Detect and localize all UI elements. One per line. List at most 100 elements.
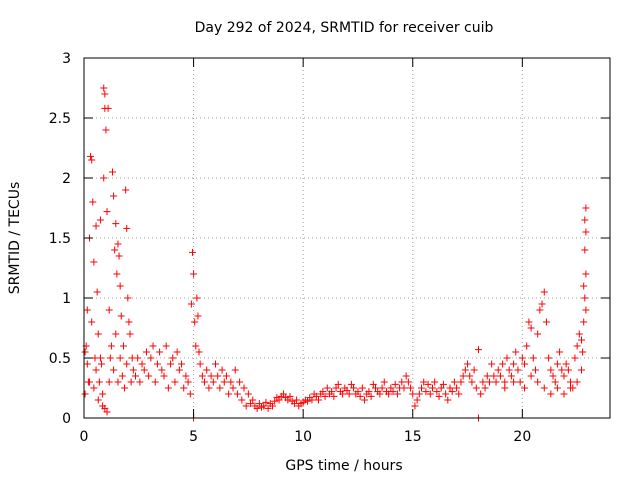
data-point [108,168,116,176]
data-point [101,90,109,98]
data-point [114,240,122,248]
data-point [268,402,276,410]
data-point [118,372,126,380]
data-point [470,366,478,374]
data-point [521,384,529,392]
data-point [164,384,172,392]
data-point [492,378,500,386]
data-point [83,306,91,314]
data-point [90,258,98,266]
data-point [358,384,366,392]
data-point [564,366,572,374]
data-point [160,372,168,380]
data-point [134,354,142,362]
data-point [411,402,419,410]
data-point [575,330,583,338]
data-point [96,354,104,362]
data-point [435,392,443,400]
data-point [244,390,252,398]
x-tick-label: 5 [189,429,198,445]
data-point [123,224,131,232]
data-point [510,360,518,368]
data-point [194,312,202,320]
data-point [376,390,384,398]
data-point [186,390,194,398]
data-point [105,378,113,386]
data-point [345,390,353,398]
data-point [404,378,412,386]
data-point [98,360,106,368]
data-point [88,156,96,164]
data-point [391,380,399,388]
data-point [428,384,436,392]
data-point [81,348,89,356]
data-point [138,360,146,368]
data-point [567,378,575,386]
data-point [488,360,496,368]
x-axis-label: GPS time / hours [285,458,402,474]
data-point [562,360,570,368]
data-point [494,366,502,374]
data-point [175,366,183,374]
data-point [178,360,186,368]
data-point [151,378,159,386]
data-point [501,384,509,392]
data-point [193,294,201,302]
data-point [94,396,102,404]
data-point [472,384,480,392]
data-point [464,360,472,368]
data-point [290,400,298,408]
data-point [85,378,93,386]
data-point [191,318,199,326]
data-point [365,388,373,396]
chart-title: Day 292 of 2024, SRMTID for receiver cui… [195,20,494,36]
data-point [582,228,590,236]
data-point [249,396,257,404]
data-point [190,270,198,278]
data-point [356,392,364,400]
data-point [113,270,121,278]
data-point [323,384,331,392]
data-point [182,372,190,380]
data-point [286,392,294,400]
data-point [247,400,255,408]
data-point [547,366,555,374]
y-tick-label: 0 [62,411,71,427]
data-point [549,372,557,380]
data-point [107,342,115,350]
y-tick-label: 2 [62,171,71,187]
data-point [184,378,192,386]
data-point [361,396,369,404]
data-point [424,380,432,388]
data-point [448,388,456,396]
data-point [437,384,445,392]
data-point [188,248,196,256]
data-point [214,372,222,380]
data-point [573,342,581,350]
data-point [551,378,559,386]
data-point [180,384,188,392]
data-point [94,330,102,338]
data-point [117,312,125,320]
data-point [475,346,482,354]
data-point [203,366,211,374]
data-point [536,306,544,314]
data-point [385,390,393,398]
data-point [538,300,546,308]
data-point [450,378,458,386]
data-point [581,216,589,224]
data-point [444,396,452,404]
data-point [580,282,588,290]
data-point [233,390,241,398]
data-point [81,390,89,398]
data-point [426,390,434,398]
data-point [527,324,535,332]
data-point [90,384,98,392]
data-point [387,384,395,392]
data-point [334,380,342,388]
data-point [468,378,476,386]
data-point [527,372,535,380]
data-point [192,342,200,350]
data-point [540,288,548,296]
data-point [275,396,283,404]
